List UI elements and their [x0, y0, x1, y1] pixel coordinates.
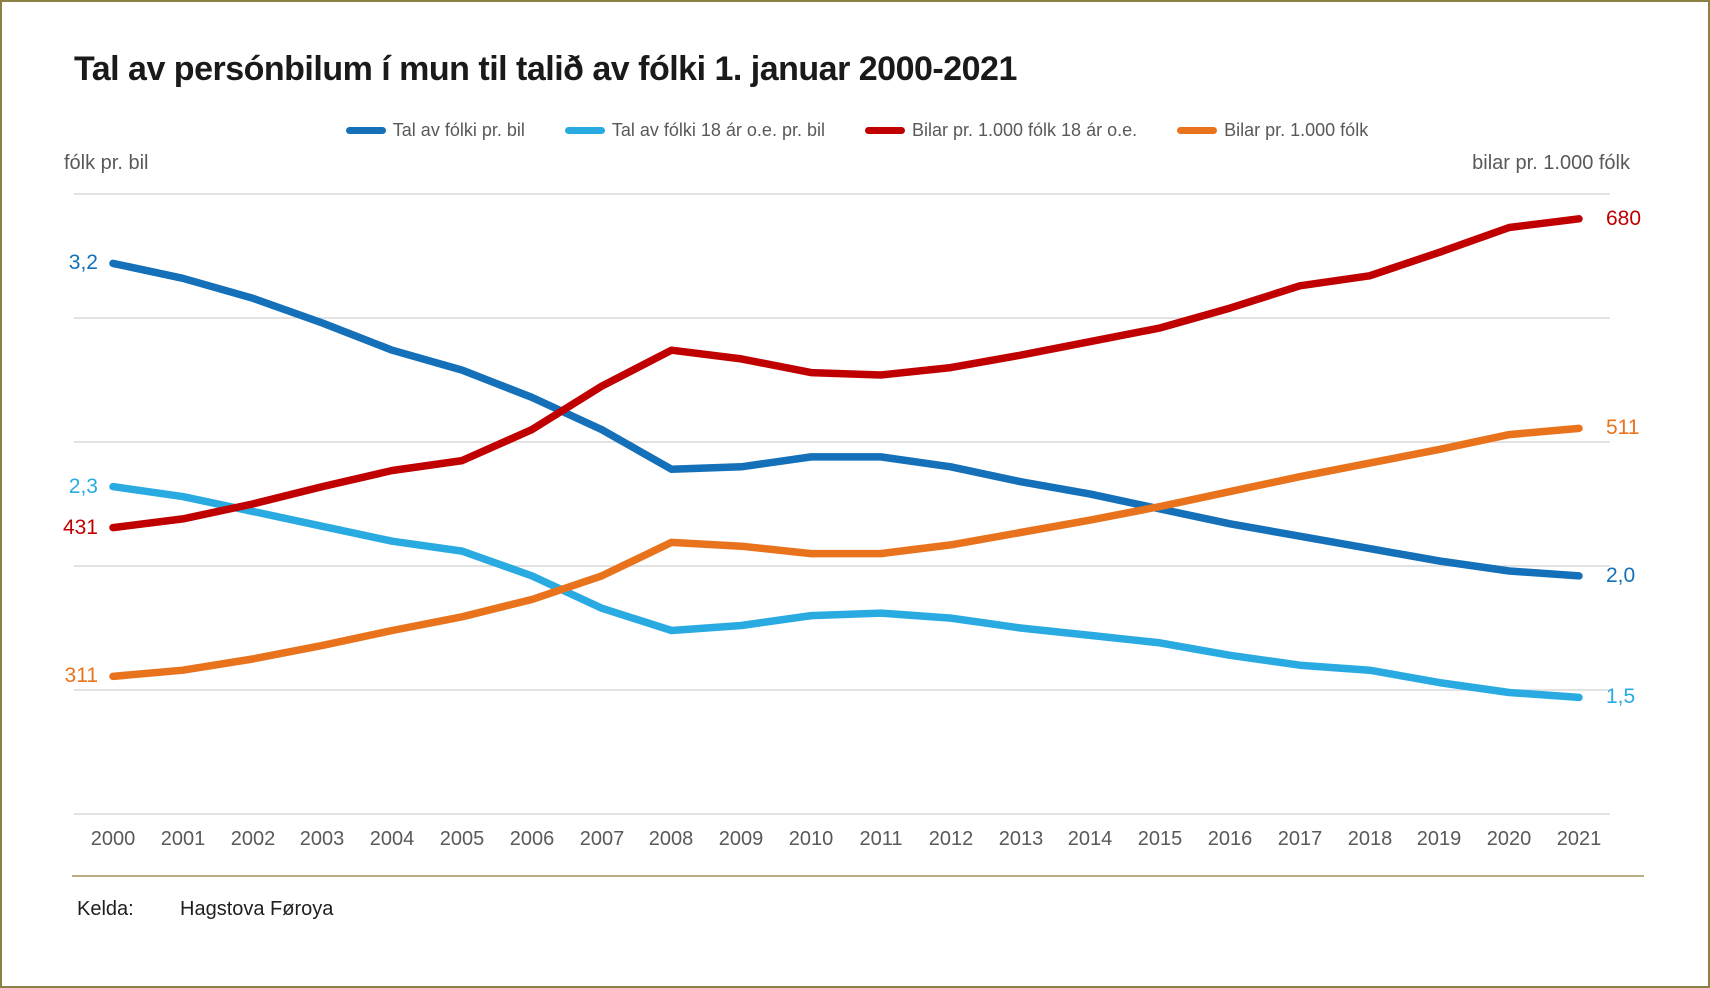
- x-tick-2006: 2006: [509, 828, 555, 850]
- footer-divider: [72, 875, 1644, 877]
- source: Kelda: Hagstova Føroya: [77, 898, 333, 921]
- x-tick-2018: 2018: [1347, 828, 1393, 850]
- x-tick-2011: 2011: [859, 828, 903, 850]
- x-axis: 2000 2001 2002 2003 2004 2005 2006 2007 2008 2009…: [2, 828, 1708, 858]
- x-tick-2013: 2013: [998, 828, 1044, 850]
- legend-item-0: Tal av fólki pr. bil: [345, 120, 525, 141]
- legend-item-1: Tal av fólki 18 ár o.e. pr. bil: [564, 120, 825, 141]
- x-tick-2012: 2012: [928, 828, 974, 850]
- x-tick-2019: 2019: [1416, 828, 1462, 850]
- x-tick-2016: 2016: [1207, 828, 1253, 850]
- x-tick-2002: 2002: [230, 828, 276, 850]
- legend: Tal av fólki pr. bil Tal av fólki 18 ár o…: [37, 120, 1677, 141]
- series-line-2: [109, 215, 1583, 532]
- x-tick-2014: 2014: [1067, 828, 1113, 850]
- left-axis-title: fólk pr. bil: [64, 152, 149, 174]
- x-tick-2004: 2004: [369, 828, 415, 850]
- legend-marker-icon: [1177, 127, 1218, 134]
- legend-item-3: Bilar pr. 1.000 fólk: [1177, 120, 1368, 141]
- x-tick-2010: 2010: [788, 828, 834, 850]
- series-line-1: [109, 482, 1583, 702]
- x-tick-2000: 2000: [90, 828, 136, 850]
- legend-item-label: Tal av fólki pr. bil: [392, 120, 525, 140]
- legend-item-label: Bilar pr. 1.000 fólk: [1224, 120, 1369, 140]
- series-line-0: [109, 259, 1583, 580]
- legend-item-label: Bilar pr. 1.000 fólk 18 ár o.e.: [911, 120, 1138, 140]
- source-label: Kelda:: [77, 898, 134, 920]
- x-tick-2015: 2015: [1137, 828, 1183, 850]
- legend-marker-icon: [864, 127, 905, 134]
- series-line-3: [109, 424, 1583, 681]
- legend-marker-icon: [345, 127, 386, 134]
- source-value: Hagstova Føroya: [180, 898, 334, 920]
- x-tick-2007: 2007: [579, 828, 625, 850]
- legend-item-2: Bilar pr. 1.000 fólk 18 ár o.e.: [864, 120, 1138, 141]
- right-axis-title: bilar pr. 1.000 fólk: [1472, 152, 1630, 174]
- x-tick-2003: 2003: [299, 828, 345, 850]
- x-tick-2008: 2008: [648, 828, 694, 850]
- x-tick-2001: 2001: [160, 828, 206, 850]
- x-tick-2020: 2020: [1486, 828, 1532, 850]
- chart-title: Tal av persónbilum í mun til talið av fó…: [74, 50, 1017, 88]
- x-tick-2009: 2009: [718, 828, 764, 850]
- legend-marker-icon: [564, 127, 605, 134]
- legend-item-label: Tal av fólki 18 ár o.e. pr. bil: [611, 120, 825, 140]
- x-tick-2005: 2005: [439, 828, 485, 850]
- x-tick-2021: 2021: [1556, 828, 1602, 850]
- x-tick-2017: 2017: [1277, 828, 1323, 850]
